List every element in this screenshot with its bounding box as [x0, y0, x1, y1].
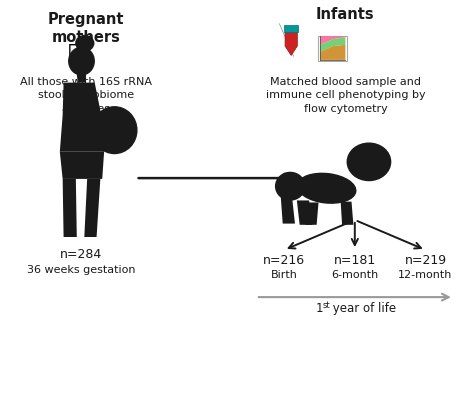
Text: st: st [323, 301, 330, 310]
Text: year of life: year of life [329, 302, 396, 315]
Text: n=219: n=219 [404, 254, 447, 267]
Polygon shape [60, 83, 104, 152]
Ellipse shape [69, 47, 94, 75]
Text: 36 weeks gestation: 36 weeks gestation [27, 265, 136, 274]
Text: Pregnant
mothers: Pregnant mothers [48, 11, 125, 45]
Polygon shape [320, 45, 346, 60]
Circle shape [76, 36, 94, 51]
Text: 6-month: 6-month [331, 270, 378, 280]
Text: 1: 1 [316, 302, 324, 315]
Text: n=284: n=284 [60, 248, 103, 261]
Text: Matched blood sample and
immune cell phenotyping by
flow cytometry: Matched blood sample and immune cell phe… [265, 76, 425, 114]
Polygon shape [84, 179, 100, 237]
FancyBboxPatch shape [318, 36, 347, 61]
Text: 💩: 💩 [67, 42, 82, 66]
Polygon shape [285, 32, 297, 55]
Polygon shape [60, 152, 104, 179]
Text: Infants: Infants [316, 7, 374, 22]
Polygon shape [341, 202, 354, 225]
Ellipse shape [297, 173, 356, 203]
Polygon shape [320, 36, 346, 45]
Polygon shape [305, 202, 319, 225]
Ellipse shape [276, 173, 305, 200]
Ellipse shape [92, 107, 137, 153]
Circle shape [347, 143, 391, 180]
Text: n=216: n=216 [263, 254, 305, 267]
Text: n=181: n=181 [334, 254, 376, 267]
Polygon shape [297, 200, 312, 225]
Polygon shape [284, 25, 298, 32]
Text: 12-month: 12-month [398, 270, 453, 280]
Text: All those with 16S rRNA
stool microbiome
analyses: All those with 16S rRNA stool microbiome… [20, 76, 152, 114]
Polygon shape [63, 179, 77, 237]
Polygon shape [77, 74, 86, 83]
Polygon shape [320, 37, 346, 52]
Text: Birth: Birth [271, 270, 298, 280]
Polygon shape [281, 198, 295, 224]
